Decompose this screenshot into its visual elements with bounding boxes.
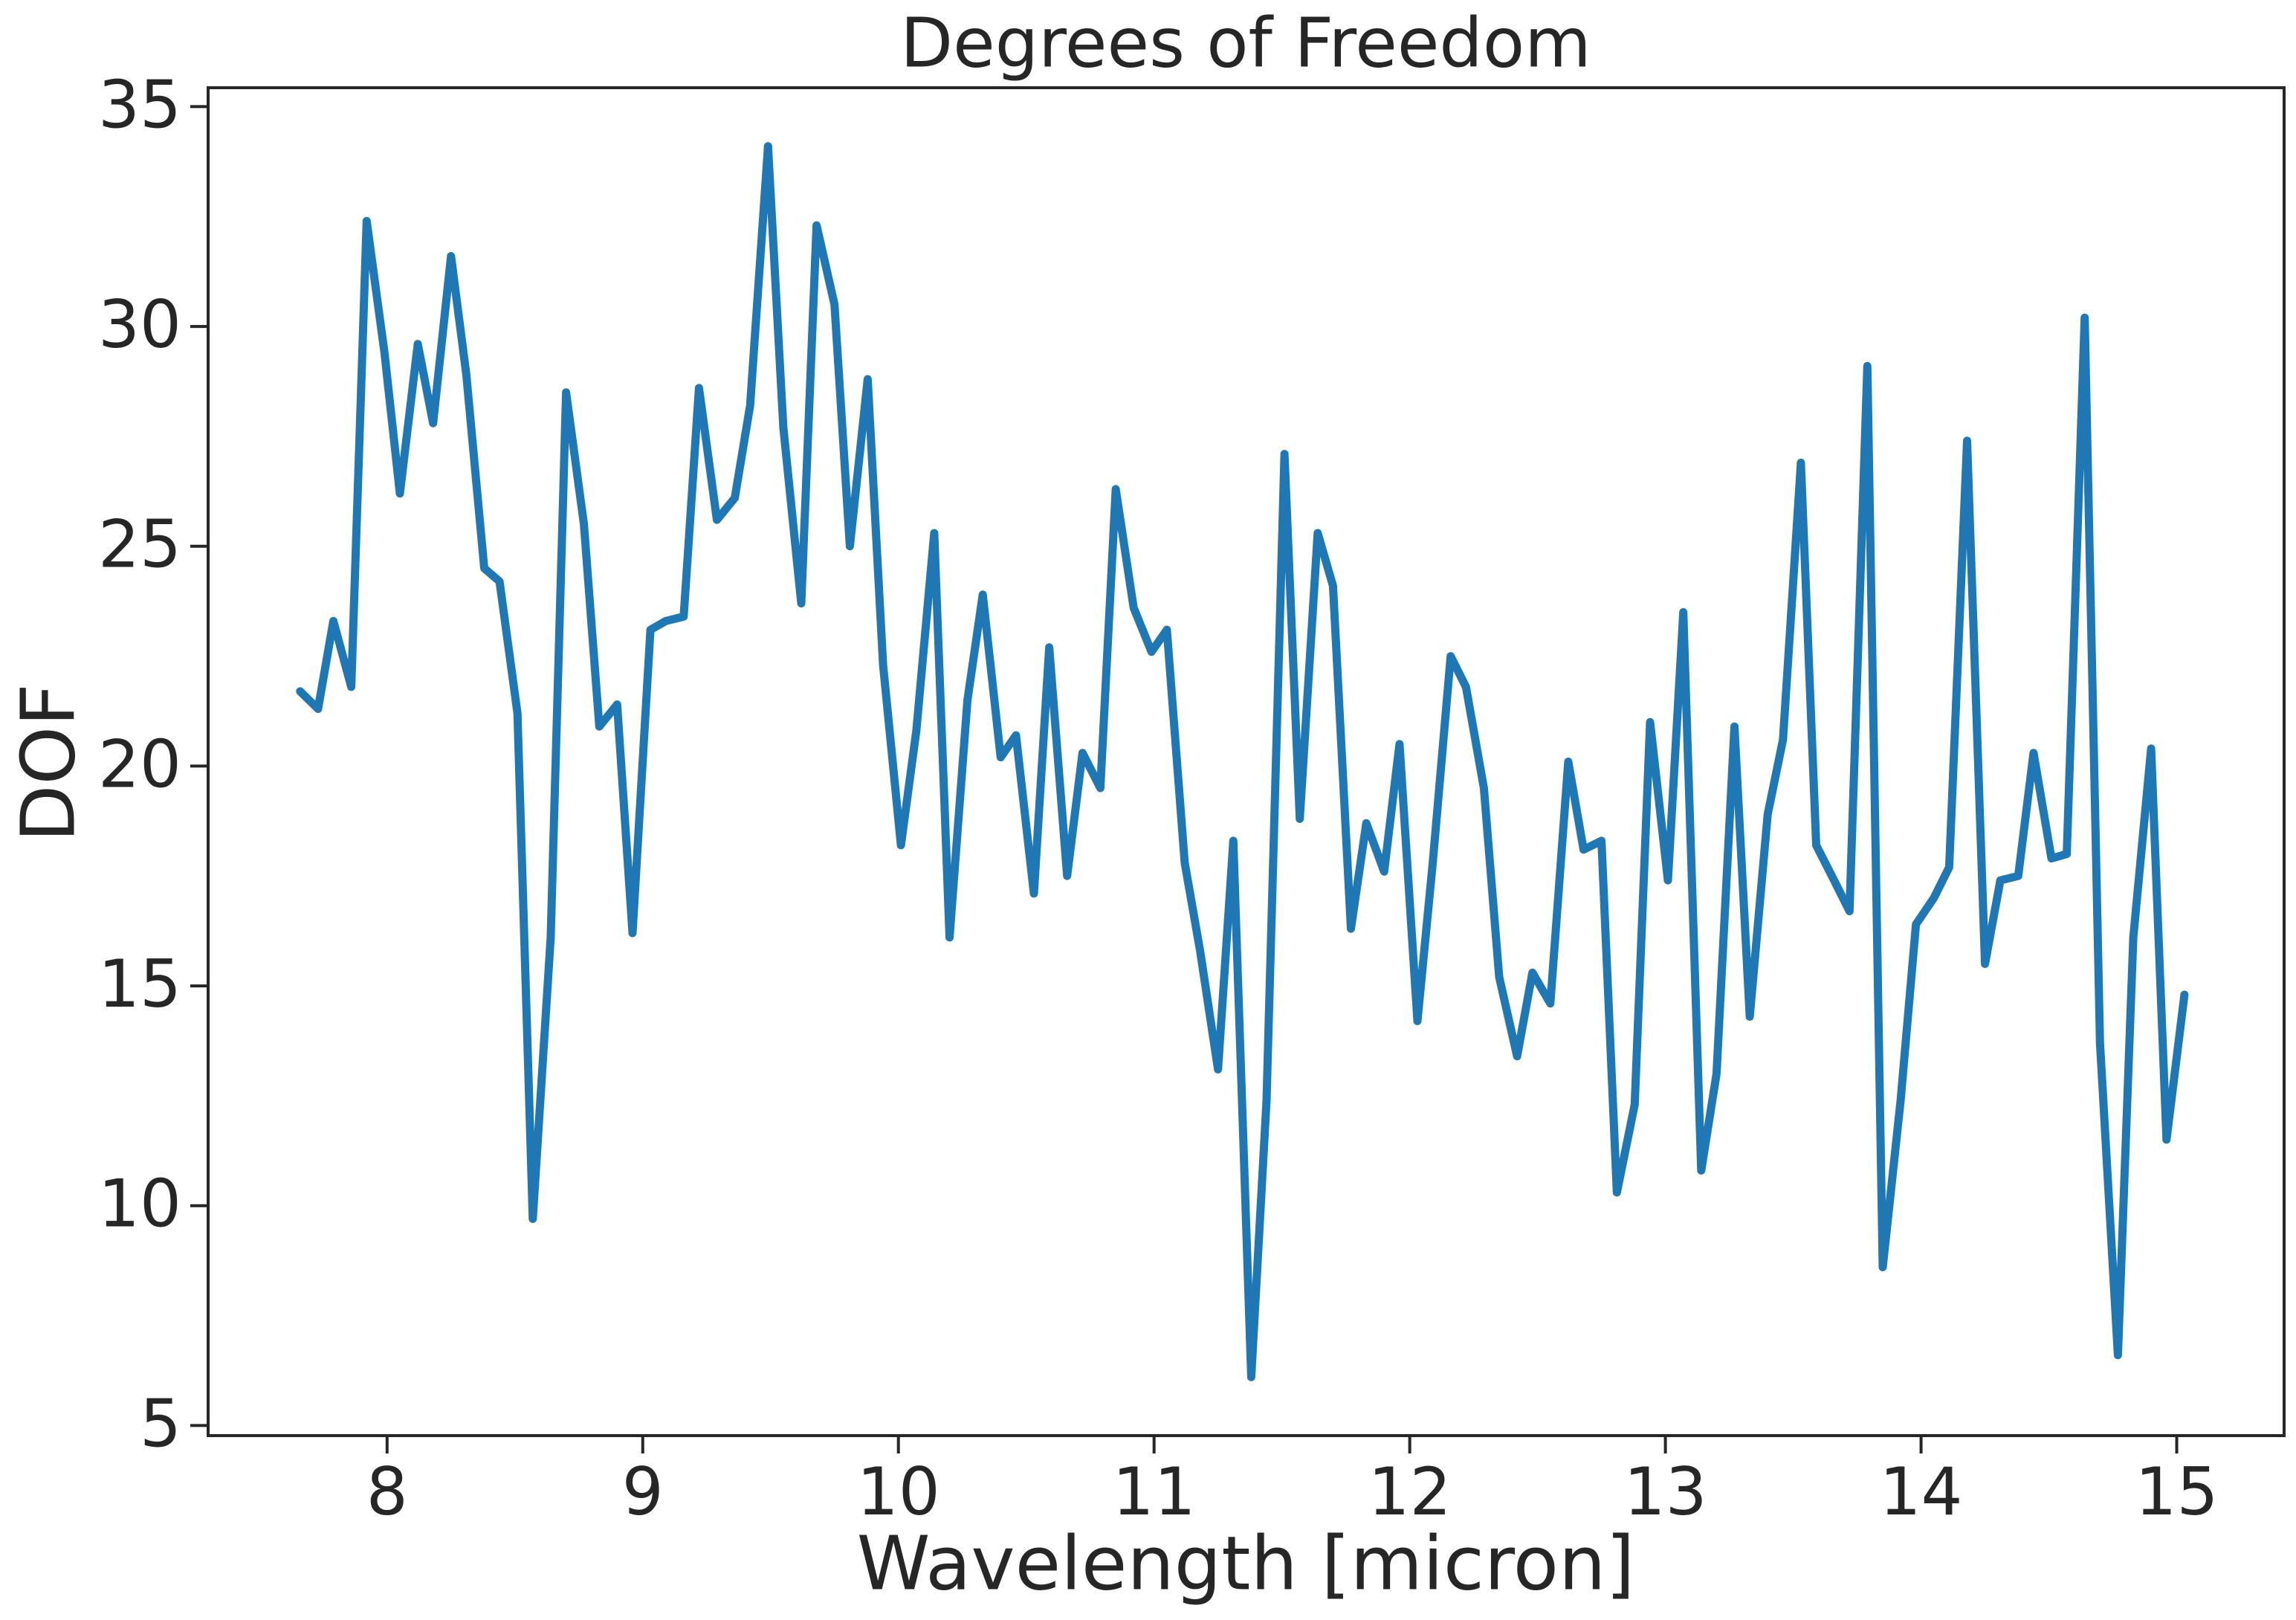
y-tick-label: 20	[98, 726, 181, 802]
x-tick-label: 8	[366, 1453, 408, 1530]
x-axis-label: Wavelength [micron]	[857, 1520, 1635, 1607]
x-tick-label: 11	[1113, 1453, 1196, 1530]
x-tick-label: 13	[1624, 1453, 1707, 1530]
x-tick-label: 10	[857, 1453, 940, 1530]
y-tick-label: 30	[98, 286, 181, 363]
chart-title: Degrees of Freedom	[900, 3, 1591, 83]
y-axis-label: DOF	[4, 683, 91, 842]
x-tick-label: 14	[1880, 1453, 1963, 1530]
y-tick-label: 25	[98, 506, 181, 583]
x-tick-label: 9	[622, 1453, 664, 1530]
y-tick-label: 35	[98, 66, 181, 143]
x-tick-label: 12	[1368, 1453, 1452, 1530]
y-tick-label: 15	[98, 946, 181, 1022]
y-tick-label: 5	[140, 1385, 181, 1462]
data-line	[296, 142, 2189, 1381]
plot-frame	[207, 86, 2286, 1437]
y-tick-label: 10	[98, 1166, 181, 1242]
x-tick-label: 15	[2135, 1453, 2219, 1530]
